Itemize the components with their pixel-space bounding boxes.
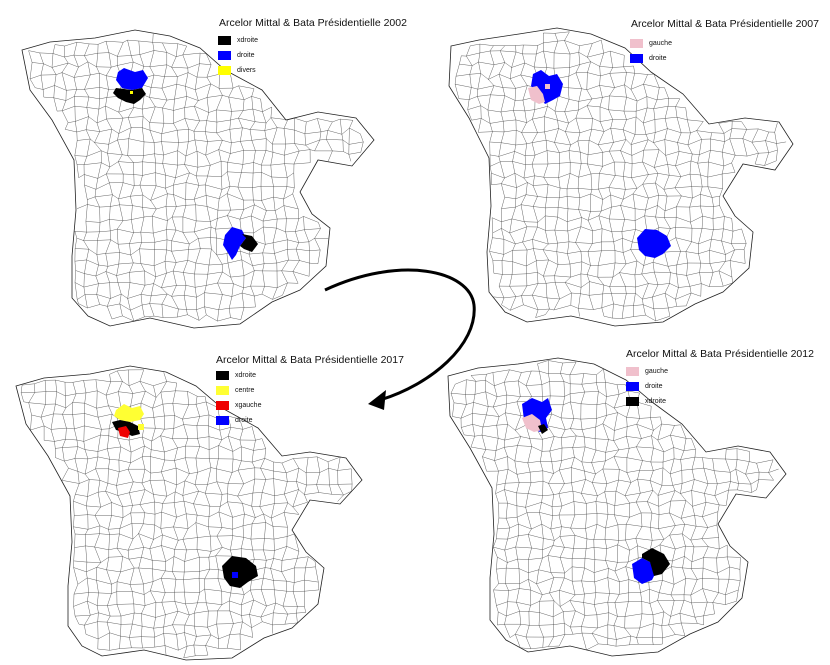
commune-boundaries <box>448 27 794 327</box>
legend-label: droite <box>645 383 663 390</box>
commune-xgauche-north <box>118 426 130 438</box>
communes-map-2007 <box>448 27 794 327</box>
legend-item: xgauche <box>216 398 261 413</box>
legend-item: droite <box>630 51 672 66</box>
legend-item: xdroite <box>626 394 668 409</box>
legend-item: centre <box>216 383 261 398</box>
legend-swatch <box>630 54 643 63</box>
commune-xdroite-north <box>113 88 146 104</box>
legend-item: droite <box>218 48 258 63</box>
legend-label: droite <box>237 52 255 59</box>
legend-label: xgauche <box>235 402 262 409</box>
legend-2002: xdroite droite divers <box>218 33 258 78</box>
commune-xdroite-north <box>538 424 548 434</box>
communes-map-2012 <box>447 357 787 657</box>
map-panel-2007: Arcelor Mittal & Bata Présidentielle 200… <box>415 0 830 335</box>
legend-label: xdroite <box>645 398 667 405</box>
highlighted-communes <box>112 404 258 588</box>
commune-droite-south <box>223 227 246 260</box>
legend-swatch <box>626 397 639 406</box>
legend-item: gauche <box>626 364 668 379</box>
legend-swatch <box>630 39 643 48</box>
legend-swatch <box>218 66 231 75</box>
highlighted-communes <box>522 398 670 584</box>
legend-label: divers <box>237 67 256 74</box>
legend-item: droite <box>216 413 261 428</box>
communes-map-2002 <box>21 29 375 329</box>
region-outline <box>21 29 375 329</box>
commune-droite-south <box>637 229 671 258</box>
commune-boundaries <box>15 365 363 661</box>
commune-droite-south <box>632 558 656 584</box>
legend-label: xdroite <box>235 372 257 379</box>
commune-gauche-north <box>522 414 542 432</box>
legend-swatch <box>216 386 229 395</box>
legend-label: centre <box>235 387 255 394</box>
legend-swatch <box>216 371 229 380</box>
legend-item: droite <box>626 379 668 394</box>
commune-droite-south <box>232 572 238 578</box>
commune-xdroite-south <box>642 548 670 576</box>
legend-label: droite <box>649 55 667 62</box>
commune-droite-north <box>116 68 148 90</box>
legend-swatch <box>216 416 229 425</box>
legend-item: gauche <box>630 36 672 51</box>
legend-swatch <box>218 36 231 45</box>
legend-label: gauche <box>645 368 668 375</box>
map-panel-2017: Arcelor Mittal & Bata Présidentielle 201… <box>0 340 415 665</box>
commune-centre-north <box>114 404 144 422</box>
legend-swatch <box>216 401 229 410</box>
commune-xdroite-south <box>222 556 258 588</box>
commune-xdroite-south <box>240 234 258 252</box>
commune-boundaries <box>21 29 375 329</box>
commune-mesh <box>454 31 787 322</box>
legend-item: xdroite <box>216 368 261 383</box>
commune-divers-dot <box>130 91 133 94</box>
map-panel-2002: Arcelor Mittal & Bata Présidentielle 200… <box>0 0 415 335</box>
legend-item: xdroite <box>218 33 258 48</box>
map-panel-2012: Arcelor Mittal & Bata Présidentielle 201… <box>420 340 830 665</box>
communes-map-2017 <box>15 365 363 661</box>
commune-boundaries <box>447 357 787 657</box>
legend-swatch <box>218 51 231 60</box>
commune-centre-small <box>138 424 144 430</box>
highlighted-communes <box>528 70 671 258</box>
legend-label: xdroite <box>237 37 259 44</box>
legend-2012: gauche droite xdroite <box>626 364 668 409</box>
legend-2017: xdroite centre xgauche droite <box>216 368 261 428</box>
commune-gauche-small <box>545 84 550 89</box>
commune-mesh <box>28 33 364 322</box>
legend-2007: gauche droite <box>630 36 672 66</box>
commune-gauche-north <box>528 86 545 104</box>
map-title-2007: Arcelor Mittal & Bata Présidentielle 200… <box>631 18 819 30</box>
map-title-2002: Arcelor Mittal & Bata Présidentielle 200… <box>219 17 407 29</box>
legend-label: droite <box>235 417 253 424</box>
legend-swatch <box>626 382 639 391</box>
legend-label: gauche <box>649 40 672 47</box>
legend-item: divers <box>218 63 258 78</box>
legend-swatch <box>626 367 639 376</box>
region-outline <box>15 365 363 661</box>
highlighted-communes <box>113 68 258 260</box>
map-title-2017: Arcelor Mittal & Bata Présidentielle 201… <box>216 354 404 366</box>
map-title-2012: Arcelor Mittal & Bata Présidentielle 201… <box>626 348 814 360</box>
